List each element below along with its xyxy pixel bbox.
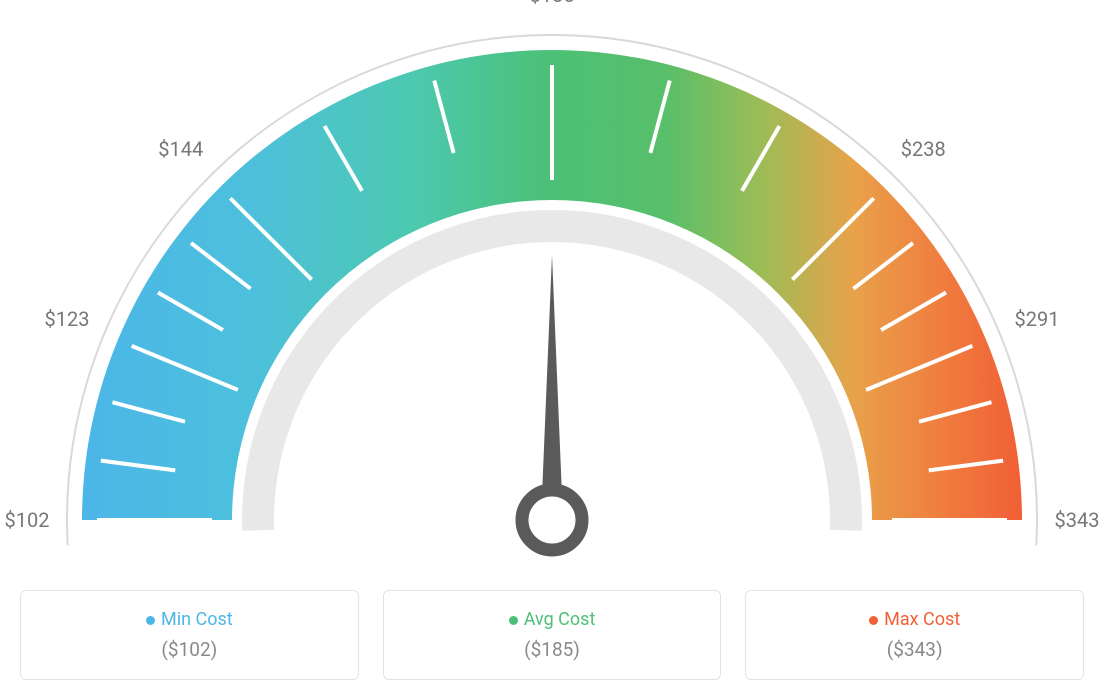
gauge-area: $102$123$144$185$238$291$343 (20, 20, 1084, 580)
tick-label: $185 (530, 0, 575, 7)
legend-title-text: Min Cost (161, 609, 233, 630)
tick-label: $144 (158, 137, 203, 161)
legend-value-avg: ($185) (394, 638, 711, 661)
legend-row: Min Cost ($102) Avg Cost ($185) Max Cost… (20, 590, 1084, 680)
legend-value-max: ($343) (756, 638, 1073, 661)
legend-title-text: Max Cost (884, 609, 960, 630)
tick-label: $238 (901, 137, 946, 161)
legend-card-max: Max Cost ($343) (745, 590, 1084, 680)
legend-title-text: Avg Cost (524, 609, 596, 630)
tick-label: $291 (1015, 307, 1060, 331)
gauge-svg (20, 20, 1084, 580)
tick-label: $102 (5, 508, 50, 532)
dot-icon (869, 616, 878, 625)
tick-label: $343 (1055, 508, 1100, 532)
dot-icon (146, 616, 155, 625)
legend-title-min: Min Cost (31, 609, 348, 630)
cost-gauge-widget: $102$123$144$185$238$291$343 Min Cost ($… (20, 20, 1084, 680)
legend-card-avg: Avg Cost ($185) (383, 590, 722, 680)
tick-label: $123 (44, 307, 89, 331)
legend-title-avg: Avg Cost (394, 609, 711, 630)
legend-card-min: Min Cost ($102) (20, 590, 359, 680)
dot-icon (509, 616, 518, 625)
legend-value-min: ($102) (31, 638, 348, 661)
legend-title-max: Max Cost (756, 609, 1073, 630)
